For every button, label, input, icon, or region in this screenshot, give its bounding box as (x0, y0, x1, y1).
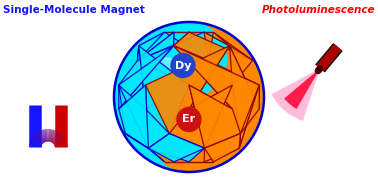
Polygon shape (239, 85, 259, 148)
Text: Dy: Dy (175, 61, 191, 70)
Polygon shape (119, 46, 174, 148)
Polygon shape (271, 68, 320, 121)
Polygon shape (138, 32, 229, 60)
Text: N: N (31, 151, 39, 160)
Wedge shape (114, 22, 189, 172)
Circle shape (114, 22, 264, 172)
Circle shape (171, 53, 195, 77)
Circle shape (177, 108, 201, 131)
Polygon shape (119, 46, 189, 148)
Polygon shape (138, 32, 209, 60)
Polygon shape (174, 46, 259, 109)
Polygon shape (229, 46, 259, 148)
Polygon shape (149, 134, 204, 162)
Polygon shape (189, 85, 240, 148)
Circle shape (152, 97, 226, 172)
Polygon shape (174, 46, 259, 148)
Polygon shape (169, 85, 232, 148)
Polygon shape (146, 46, 229, 109)
Text: S: S (58, 151, 64, 160)
Polygon shape (125, 134, 164, 162)
Polygon shape (119, 85, 169, 148)
Text: Single-Molecule Magnet: Single-Molecule Magnet (3, 5, 145, 15)
Polygon shape (229, 46, 259, 109)
Polygon shape (174, 32, 253, 60)
Polygon shape (138, 46, 189, 109)
Text: Photoluminescence: Photoluminescence (262, 5, 375, 15)
Polygon shape (204, 32, 253, 60)
Circle shape (150, 58, 183, 91)
Polygon shape (204, 134, 240, 162)
Polygon shape (119, 85, 149, 148)
Polygon shape (204, 134, 240, 162)
Text: Er: Er (183, 114, 195, 125)
Polygon shape (146, 46, 232, 148)
Polygon shape (284, 68, 320, 109)
Circle shape (152, 22, 226, 97)
Polygon shape (119, 46, 174, 109)
Polygon shape (138, 32, 174, 60)
Polygon shape (149, 134, 204, 162)
